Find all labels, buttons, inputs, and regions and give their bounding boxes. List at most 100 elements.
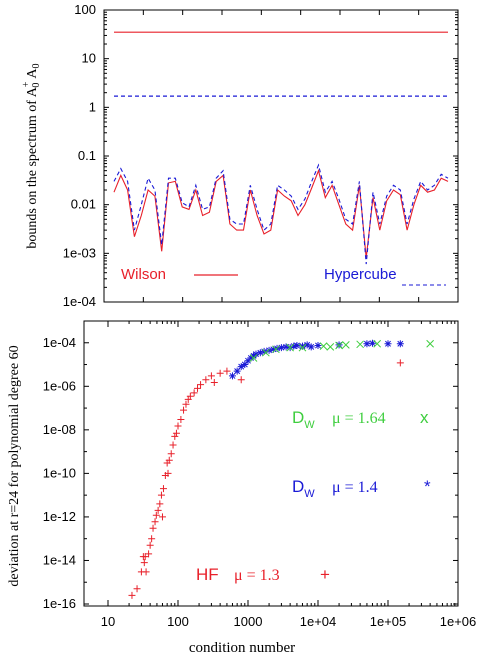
hf-point [175, 423, 182, 430]
green-sub: W [304, 419, 315, 431]
dw14-point [385, 340, 392, 347]
red-mu: μ = 1.3 [234, 567, 280, 584]
bottom-xtick-label: 1e+04 [300, 614, 337, 629]
hf-point [153, 512, 160, 519]
hf-point [211, 379, 218, 386]
hf-point [155, 507, 162, 514]
hf-point [194, 385, 201, 392]
hf-point [156, 500, 163, 507]
top-ytick-label: 100 [74, 2, 96, 17]
dw164-point [374, 340, 381, 347]
top-series-lines [114, 32, 448, 264]
red-marker: + [320, 565, 330, 584]
bottom-y-label: deviation at r=24 for polynomial degree … [7, 345, 22, 586]
hf-point [177, 416, 184, 423]
bottom-ytick-label: 1e-10 [43, 465, 76, 480]
dw14-point [299, 343, 306, 350]
svg-text:DW: DW [292, 408, 315, 431]
hf-point [152, 518, 159, 525]
top-plot-frame [104, 10, 458, 302]
dw164-point [357, 341, 364, 348]
bottom-ytick-label: 1e-06 [43, 378, 76, 393]
blue-d: D [292, 477, 304, 496]
dw164-point [427, 340, 434, 347]
hf-point [217, 370, 224, 377]
hf-point [150, 525, 157, 532]
top-ytick-label: 10 [82, 51, 96, 66]
top-y-label: bounds on the spectrum of A+0A0 [21, 63, 42, 248]
bottom-xtick-label: 1000 [234, 614, 263, 629]
bottom-ytick-label: 1e-14 [43, 552, 76, 567]
bottom-scatter-points [128, 340, 433, 599]
hf-point [238, 376, 245, 383]
bottom-ytick-label: 1e-16 [43, 596, 76, 611]
hf-point [208, 372, 215, 379]
top-ytick-label: 0.01 [71, 197, 96, 212]
green-mu: μ = 1.64 [332, 410, 386, 427]
bottom-xtick-label: 1e+06 [440, 614, 477, 629]
dw164-point [342, 341, 349, 348]
dw14-point [397, 340, 404, 347]
hf-point [173, 430, 180, 437]
hf-point [223, 368, 230, 375]
bottom-ylabel-text: deviation at r=24 for polynomial degree … [7, 345, 22, 586]
top-ytick-label: 0.1 [78, 148, 96, 163]
green-d: D [292, 408, 304, 427]
top-y-ticks: 1e-04 1e-03 0.01 0.1 1 10 100 [63, 2, 458, 309]
bottom-x-label: condition number [189, 640, 295, 656]
hf-point [168, 450, 175, 457]
top-ytick-label: 1 [89, 99, 96, 114]
bottom-ytick-label: 1e-04 [43, 335, 76, 350]
legend-green: DW μ = 1.64 x [292, 408, 429, 431]
hf-point [143, 568, 150, 575]
legend-wilson-label: Wilson [121, 266, 166, 283]
bottom-xtick-label: 100 [167, 614, 189, 629]
hf-point [197, 381, 204, 388]
hf-point [397, 359, 404, 366]
dw164-point [327, 343, 334, 350]
dw164-point [320, 343, 327, 350]
bottom-ytick-label: 1e-08 [43, 422, 76, 437]
top-ylabel-main: bounds on the spectrum of A [25, 86, 40, 248]
hf-point [191, 389, 198, 396]
legend-hypercube-label: Hypercube [324, 266, 397, 283]
hf-point [148, 535, 155, 542]
red-name: HF [196, 565, 219, 584]
dw14-point [293, 342, 300, 349]
hf-point [158, 492, 165, 499]
dw14-point [363, 340, 370, 347]
hf-point [202, 376, 209, 383]
hf-point [171, 433, 178, 440]
series-lower-wilson [114, 171, 448, 258]
top-ylabel-sub2: 0 [31, 63, 42, 68]
hf-point [134, 585, 141, 592]
hf-point [160, 485, 167, 492]
hf-point [170, 442, 177, 449]
blue-marker: * [424, 477, 431, 496]
green-marker: x [420, 408, 429, 427]
blue-mu: μ = 1.4 [332, 479, 378, 496]
blue-sub: W [304, 488, 315, 500]
top-ylabel-sub: 0 [31, 83, 42, 88]
top-ytick-label: 1e-03 [63, 245, 96, 260]
hf-point [128, 592, 135, 599]
bottom-x-ticks: 10 100 1000 1e+04 1e+05 1e+06 [101, 321, 476, 629]
hf-point [159, 513, 166, 520]
bottom-xtick-label: 1e+05 [370, 614, 407, 629]
svg-text:bounds on the spectrum of A+0A: bounds on the spectrum of A+0A0 [21, 63, 42, 248]
bottom-xtick-label: 10 [101, 614, 115, 629]
series-lower-hypercube [114, 165, 448, 264]
top-ytick-label: 1e-04 [63, 294, 96, 309]
dw14-point [308, 343, 315, 350]
legend-red: HF μ = 1.3 + [196, 565, 330, 584]
top-x-ticks [104, 10, 458, 302]
hf-point [141, 559, 148, 566]
hf-point [147, 542, 154, 549]
legend-blue: DW μ = 1.4 * [292, 477, 431, 500]
top-panel: 1e-04 1e-03 0.01 0.1 1 10 100 bounds on the sp… [21, 2, 458, 309]
bottom-ytick-label: 1e-12 [43, 509, 76, 524]
bottom-plot-frame [84, 321, 458, 606]
svg-text:DW: DW [292, 477, 315, 500]
